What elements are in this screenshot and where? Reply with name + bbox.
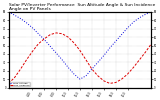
Legend: Sun Altitude, Sun Incidence: Sun Altitude, Sun Incidence	[10, 82, 29, 86]
Text: Solar PV/Inverter Performance  Sun Altitude Angle & Sun Incidence Angle on PV Pa: Solar PV/Inverter Performance Sun Altitu…	[9, 3, 155, 11]
